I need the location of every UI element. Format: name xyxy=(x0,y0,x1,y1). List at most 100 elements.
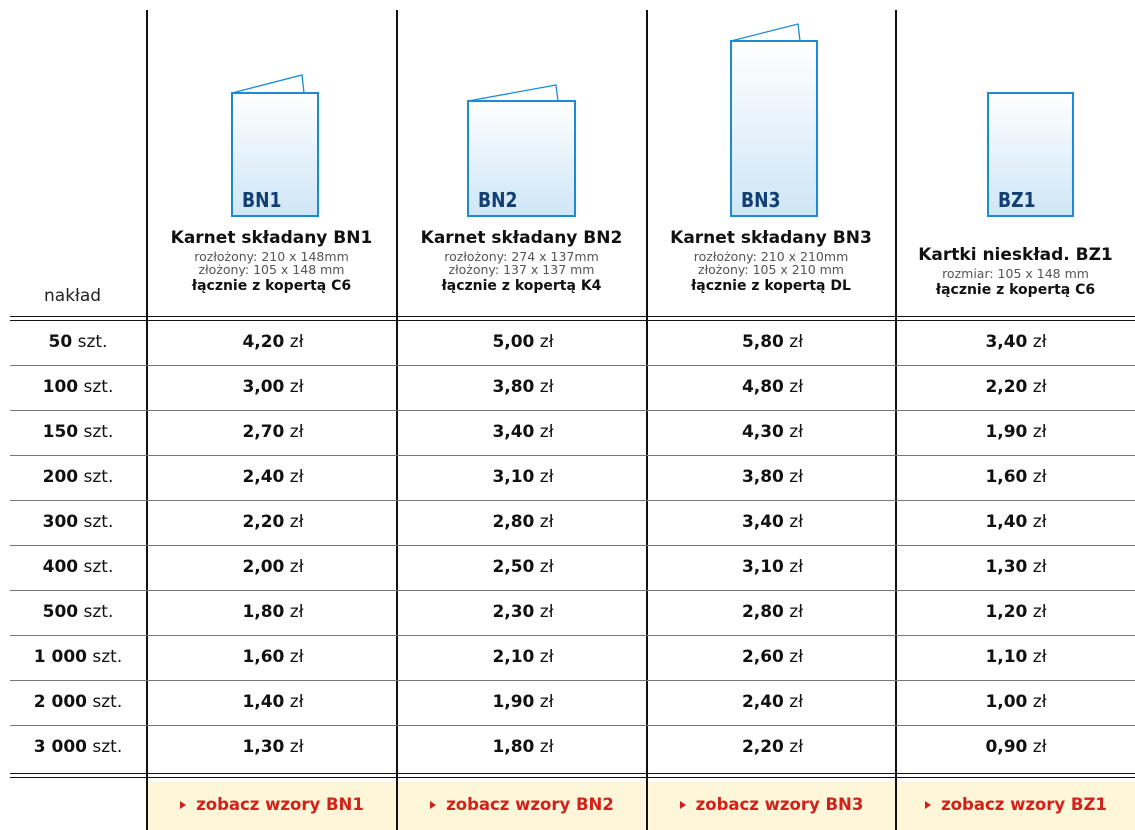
price-cell: 2,30 zł xyxy=(398,592,648,633)
currency-label: zł xyxy=(539,512,554,532)
currency-label: zł xyxy=(1032,332,1047,352)
row-divider xyxy=(10,410,1135,411)
price-cell: 3,80 zł xyxy=(398,367,648,408)
price-value: 3,40 xyxy=(492,422,535,442)
currency-label: zł xyxy=(289,602,304,622)
price-cell: 1,90 zł xyxy=(398,682,648,723)
price-cell: 2,60 zł xyxy=(648,637,897,678)
price-value: 1,90 xyxy=(985,422,1028,442)
price-value: 2,60 xyxy=(741,647,784,667)
see-designs-bn1-link[interactable]: zobacz wzory BN1 xyxy=(148,782,396,830)
quantity-cell: 2 000 szt. xyxy=(10,682,146,723)
quantity-value: 50 xyxy=(48,332,73,352)
quantity-cell: 1 000 szt. xyxy=(10,637,146,678)
column-divider xyxy=(895,10,897,830)
product-title: Karnet składany BN3 xyxy=(670,228,872,248)
price-value: 1,30 xyxy=(985,557,1028,577)
footer-bn3: zobacz wzory BN3 xyxy=(648,782,895,830)
price-value: 1,60 xyxy=(985,467,1028,487)
quantity-cell: 100 szt. xyxy=(10,367,146,408)
price-cell: 1,40 zł xyxy=(897,502,1135,543)
row-divider xyxy=(10,365,1135,366)
triangle-right-icon xyxy=(679,801,686,809)
row-divider xyxy=(10,545,1135,546)
price-value: 2,20 xyxy=(242,512,285,532)
quantity-cell: 150 szt. xyxy=(10,412,146,453)
price-cell: 3,80 zł xyxy=(648,457,897,498)
column-divider xyxy=(396,10,398,830)
price-cell: 1,30 zł xyxy=(897,547,1135,588)
quantity-unit: szt. xyxy=(83,512,114,532)
price-cell: 1,20 zł xyxy=(897,592,1135,633)
price-cell: 1,90 zł xyxy=(897,412,1135,453)
quantity-value: 1 000 xyxy=(33,647,87,667)
currency-label: zł xyxy=(289,692,304,712)
column-divider xyxy=(646,10,648,830)
currency-label: zł xyxy=(289,512,304,532)
product-title: Karnet składany BN1 xyxy=(170,228,373,248)
card-code-label: BN1 xyxy=(242,188,282,212)
product-header-bn1: BN1 Karnet składany BN1 rozłożony: 210 x… xyxy=(147,0,396,310)
quantity-cell: 300 szt. xyxy=(10,502,146,543)
footer-bn2: zobacz wzory BN2 xyxy=(398,782,646,830)
price-cell: 3,40 zł xyxy=(648,502,897,543)
quantity-unit: szt. xyxy=(83,602,114,622)
currency-label: zł xyxy=(289,647,304,667)
price-value: 2,30 xyxy=(492,602,535,622)
price-cell: 1,40 zł xyxy=(148,682,398,723)
currency-label: zł xyxy=(539,332,554,352)
folded-card-icon: BN2 xyxy=(397,0,646,310)
triangle-right-icon xyxy=(430,801,437,809)
price-value: 3,10 xyxy=(741,557,784,577)
product-folded-size: złożony: 105 x 148 mm xyxy=(198,262,345,277)
table-row: 100 szt. 3,00 zł 3,80 zł 4,80 zł 2,20 zł xyxy=(10,367,1135,408)
table-row: 1 000 szt. 1,60 zł 2,10 zł 2,60 zł 1,10 zł xyxy=(10,637,1135,678)
price-value: 1,60 xyxy=(242,647,285,667)
currency-label: zł xyxy=(289,467,304,487)
currency-label: zł xyxy=(789,557,804,577)
product-envelope: łącznie z kopertą K4 xyxy=(441,278,602,294)
price-value: 1,40 xyxy=(242,692,285,712)
currency-label: zł xyxy=(789,602,804,622)
see-designs-bn2-link[interactable]: zobacz wzory BN2 xyxy=(398,782,646,830)
currency-label: zł xyxy=(789,737,804,757)
table-row: 400 szt. 2,00 zł 2,50 zł 3,10 zł 1,30 zł xyxy=(10,547,1135,588)
currency-label: zł xyxy=(1032,467,1047,487)
folded-card-icon: BN1 xyxy=(147,0,396,310)
see-designs-bn3-link[interactable]: zobacz wzory BN3 xyxy=(648,782,895,830)
quantity-unit: szt. xyxy=(92,647,123,667)
price-cell: 3,10 zł xyxy=(648,547,897,588)
quantity-unit: szt. xyxy=(77,332,108,352)
currency-label: zł xyxy=(539,377,554,397)
price-value: 2,20 xyxy=(985,377,1028,397)
see-designs-bz1-link[interactable]: zobacz wzory BZ1 xyxy=(897,782,1135,830)
row-divider xyxy=(10,680,1135,681)
currency-label: zł xyxy=(789,377,804,397)
quantity-value: 400 xyxy=(42,557,79,577)
table-row: 2 000 szt. 1,40 zł 1,90 zł 2,40 zł 1,00 zł xyxy=(10,682,1135,723)
product-size: rozmiar: 105 x 148 mm xyxy=(942,266,1089,281)
quantity-column-header: nakład xyxy=(44,286,102,306)
price-cell: 2,80 zł xyxy=(648,592,897,633)
currency-label: zł xyxy=(789,332,804,352)
price-value: 2,50 xyxy=(492,557,535,577)
column-divider xyxy=(146,10,148,830)
price-value: 4,80 xyxy=(741,377,784,397)
currency-label: zł xyxy=(789,692,804,712)
price-cell: 2,00 zł xyxy=(148,547,398,588)
product-header-bn3: BN3 Karnet składany BN3 rozłożony: 210 x… xyxy=(647,0,895,310)
price-cell: 5,80 zł xyxy=(648,322,897,363)
currency-label: zł xyxy=(289,557,304,577)
currency-label: zł xyxy=(539,602,554,622)
price-cell: 2,10 zł xyxy=(398,637,648,678)
price-cell: 3,00 zł xyxy=(148,367,398,408)
currency-label: zł xyxy=(539,647,554,667)
price-cell: 4,20 zł xyxy=(148,322,398,363)
price-value: 1,20 xyxy=(985,602,1028,622)
price-value: 2,40 xyxy=(741,692,784,712)
quantity-value: 300 xyxy=(42,512,79,532)
triangle-right-icon xyxy=(925,801,932,809)
product-title: Karnet składany BN2 xyxy=(420,228,623,248)
table-row: 150 szt. 2,70 zł 3,40 zł 4,30 zł 1,90 zł xyxy=(10,412,1135,453)
price-value: 1,30 xyxy=(242,737,285,757)
